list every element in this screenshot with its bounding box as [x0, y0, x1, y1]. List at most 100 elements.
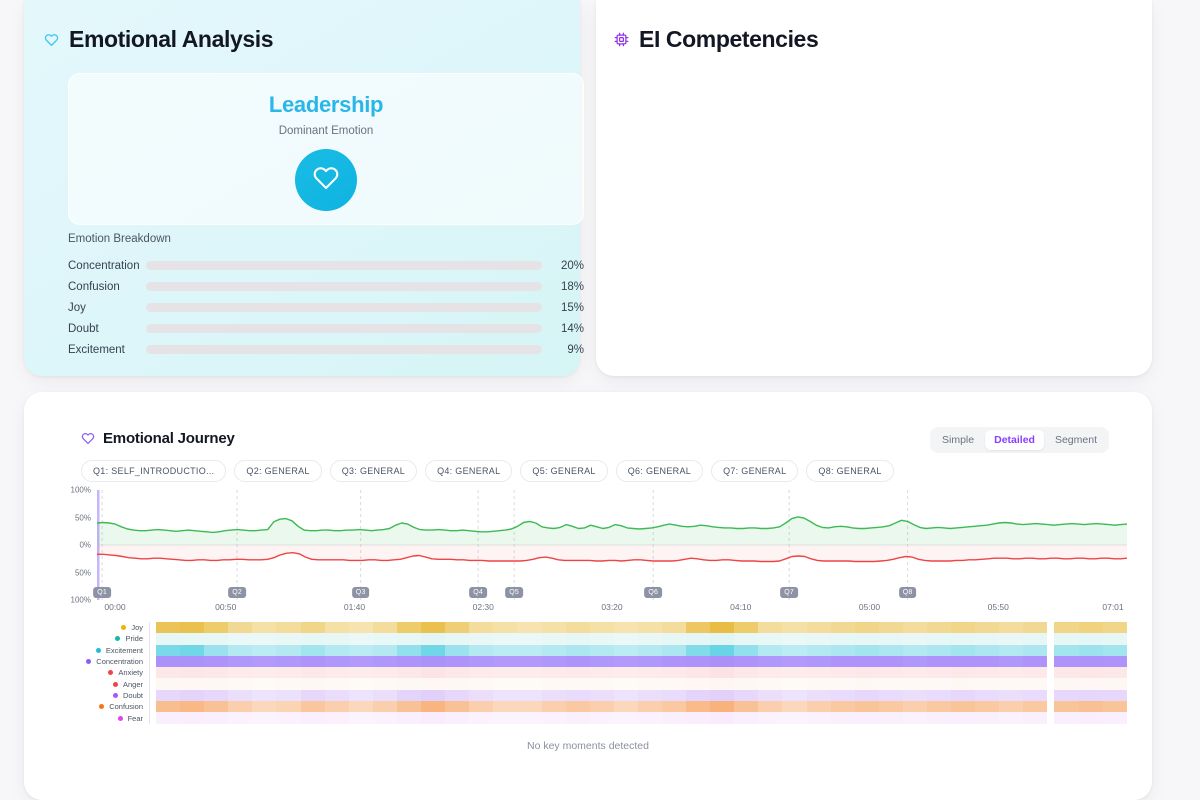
heatmap-row[interactable]: [156, 701, 1127, 713]
emotion-label: Confusion: [68, 280, 120, 293]
emotion-heatmap: Joy Pride Excitement Concentration Anxiety An…: [57, 622, 1127, 730]
question-tab-2[interactable]: Q2: GENERAL: [234, 460, 322, 482]
heatmap-legend-row: Fear: [57, 712, 143, 723]
question-tab-3[interactable]: Q3: GENERAL: [329, 460, 418, 482]
heatmap-cell: [372, 701, 397, 713]
heatmap-cell: [493, 689, 518, 702]
question-marker-q7[interactable]: Q7: [780, 587, 799, 598]
heatmap-grid[interactable]: [156, 622, 1127, 724]
question-tab-6[interactable]: Q6: GENERAL: [615, 460, 704, 482]
view-mode-detailed[interactable]: Detailed: [985, 430, 1044, 450]
heatmap-cell: [421, 622, 446, 634]
question-marker-q3[interactable]: Q3: [351, 587, 370, 598]
heatmap-cell: [180, 644, 205, 656]
heatmap-cell: [734, 644, 759, 656]
heatmap-cell: [300, 667, 325, 679]
heatmap-row[interactable]: [156, 667, 1127, 679]
heatmap-cell: [348, 633, 373, 645]
question-tab-8[interactable]: Q8: GENERAL: [806, 460, 894, 482]
y-axis-tick: 100%: [70, 485, 91, 495]
emotion-label: Doubt: [68, 322, 99, 335]
heatmap-cell: [613, 712, 638, 724]
heatmap-cell: [228, 712, 253, 724]
heatmap-cell: [1078, 712, 1103, 724]
legend-label: Excitement: [105, 645, 143, 655]
heatmap-cell: [541, 701, 566, 713]
heatmap-row[interactable]: [156, 622, 1127, 634]
heatmap-cell: [156, 633, 181, 645]
legend-label: Concentration: [96, 657, 143, 667]
page-title: Emotional Analysis: [69, 26, 274, 52]
heatmap-cell: [324, 701, 349, 713]
view-mode-simple[interactable]: Simple: [933, 430, 983, 450]
heatmap-cell: [445, 655, 470, 668]
heatmap-cell: [686, 701, 711, 713]
heatmap-cell: [806, 655, 831, 668]
heatmap-cell: [204, 655, 229, 668]
legend-color-dot: [95, 647, 101, 653]
heatmap-cell: [300, 655, 325, 668]
heatmap-cell: [1023, 712, 1048, 724]
heatmap-cell: [1054, 689, 1079, 702]
ei-competencies-card: EI Competencies Confidence4.4/10Empathy4…: [596, 0, 1152, 376]
heatmap-cell: [1023, 678, 1048, 690]
heatmap-cell: [686, 678, 711, 690]
heatmap-row[interactable]: [156, 644, 1127, 656]
heatmap-cell: [565, 689, 590, 702]
heatmap-cell: [830, 678, 855, 690]
heatmap-cell: [228, 655, 253, 668]
question-tab-5[interactable]: Q5: GENERAL: [520, 460, 608, 482]
heatmap-gap: [1047, 689, 1055, 702]
heatmap-legend-row: Anxiety: [57, 667, 143, 678]
heatmap-cell: [734, 633, 759, 645]
view-mode-switcher[interactable]: Simple Detailed Segment: [930, 427, 1109, 453]
heatmap-cell: [541, 678, 566, 690]
emotion-bar-track: [146, 282, 542, 291]
heatmap-cell: [156, 701, 181, 713]
heatmap-cell: [854, 622, 879, 634]
chart-plot-area[interactable]: Q1 Q2 Q3 Q4 Q5 Q6 Q7 Q8: [93, 490, 1128, 600]
legend-label: Fear: [127, 713, 143, 723]
heatmap-cell: [469, 633, 494, 645]
heatmap-cell: [348, 701, 373, 713]
heatmap-row[interactable]: [156, 712, 1127, 724]
question-marker-q2[interactable]: Q2: [228, 587, 246, 598]
question-tab-4[interactable]: Q4: GENERAL: [425, 460, 513, 482]
question-tab-1[interactable]: Q1: SELF_INTRODUCTIO...: [81, 460, 227, 482]
heatmap-cell: [565, 701, 590, 713]
heatmap-cell: [469, 622, 494, 634]
question-tab-list[interactable]: Q1: SELF_INTRODUCTIO... Q2: GENERAL Q3: GE…: [81, 460, 894, 482]
heatmap-cell: [396, 644, 422, 656]
heatmap-cell: [878, 633, 903, 645]
heatmap-cell: [565, 678, 590, 690]
heatmap-row[interactable]: [156, 689, 1127, 702]
heatmap-cell: [324, 655, 349, 668]
x-axis-tick: 00:00: [104, 602, 126, 612]
heatmap-cell: [324, 667, 349, 679]
question-marker-q1[interactable]: Q1: [93, 587, 112, 598]
heatmap-cell: [276, 644, 301, 656]
heatmap-cell: [999, 622, 1024, 634]
heatmap-cell: [228, 678, 253, 690]
heatmap-cell: [999, 712, 1024, 724]
heatmap-cell: [276, 655, 301, 668]
question-tab-7[interactable]: Q7: GENERAL: [711, 460, 799, 482]
view-mode-segment[interactable]: Segment: [1046, 430, 1106, 450]
question-marker-q5[interactable]: Q5: [505, 587, 524, 598]
question-marker-q4[interactable]: Q4: [469, 587, 487, 598]
heatmap-cell: [999, 655, 1024, 668]
heatmap-cell: [469, 655, 494, 668]
emotion-percent: 14%: [560, 322, 584, 335]
heatmap-cell: [1054, 655, 1079, 668]
emotion-percent: 20%: [560, 259, 584, 272]
heatmap-row[interactable]: [156, 655, 1127, 668]
heatmap-cell: [517, 701, 542, 713]
heatmap-row[interactable]: [156, 678, 1127, 690]
heatmap-cell: [637, 622, 662, 634]
heatmap-cell: [372, 622, 397, 634]
heatmap-row[interactable]: [156, 633, 1127, 645]
question-marker-q8[interactable]: Q8: [898, 587, 917, 598]
question-marker-q6[interactable]: Q6: [644, 587, 663, 598]
heatmap-cell: [902, 655, 927, 668]
